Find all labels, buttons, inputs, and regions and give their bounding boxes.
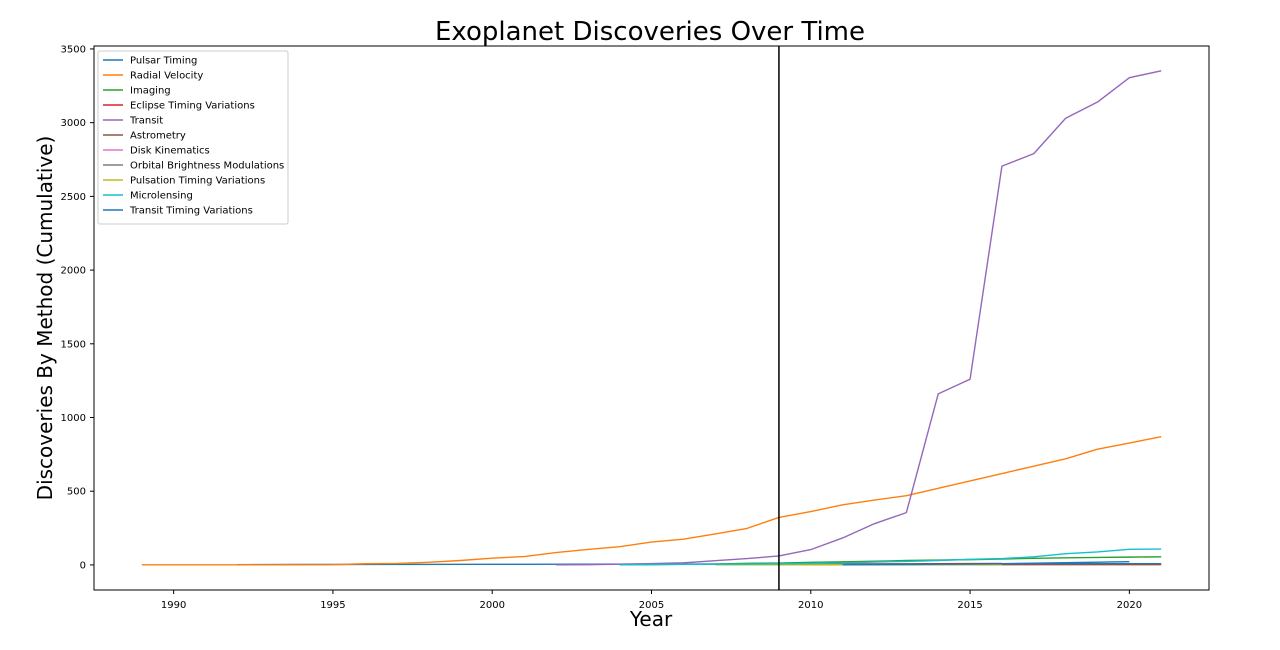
legend-label-2: Imaging — [130, 86, 171, 97]
legend-label-3: Eclipse Timing Variations — [130, 101, 255, 112]
y-tick-label-4: 2000 — [61, 266, 86, 277]
x-tick-label-3: 2005 — [639, 600, 664, 611]
x-tick-label-4: 2010 — [798, 600, 823, 611]
y-axis: 0 500 1000 1500 2000 2500 3000 3500 — [61, 44, 94, 571]
legend-label-6: Disk Kinematics — [130, 146, 210, 157]
y-tick-label-6: 3000 — [61, 118, 86, 129]
legend-label-4: Transit — [129, 116, 163, 127]
legend-label-8: Pulsation Timing Variations — [130, 176, 265, 187]
chart-title: Exoplanet Discoveries Over Time — [435, 17, 865, 47]
legend-label-1: Radial Velocity — [130, 71, 203, 82]
plot-area — [141, 46, 1162, 590]
legend-label-9: Microlensing — [130, 191, 193, 202]
x-tick-label-0: 1990 — [161, 600, 186, 611]
series-line-1 — [141, 435, 1162, 566]
x-tick-label-5: 2015 — [957, 600, 982, 611]
y-tick-label-1: 500 — [67, 487, 86, 498]
y-tick-label-3: 1500 — [61, 339, 86, 350]
x-tick-label-1: 1995 — [320, 600, 345, 611]
series-line-10 — [842, 560, 1130, 566]
y-tick-label-2: 1000 — [61, 413, 86, 424]
x-tick-label-6: 2020 — [1117, 600, 1142, 611]
y-tick-label-0: 0 — [80, 560, 86, 571]
legend: Pulsar Timing Radial Velocity Imaging Eclip… — [97, 50, 289, 225]
y-tick-label-7: 3500 — [61, 44, 86, 55]
legend-label-7: Orbital Brightness Modulations — [130, 161, 284, 172]
legend-label-0: Pulsar Timing — [130, 56, 197, 67]
y-axis-label: Discoveries By Method (Cumulative) — [33, 136, 57, 501]
series-line-9 — [619, 548, 1162, 566]
y-tick-label-5: 2500 — [61, 192, 86, 203]
x-axis: 1990 1995 2000 2005 2010 2015 2020 — [161, 590, 1142, 611]
legend-label-5: Astrometry — [130, 131, 186, 142]
x-axis-label: Year — [629, 607, 673, 631]
x-tick-label-2: 2000 — [479, 600, 504, 611]
legend-box — [97, 50, 289, 225]
legend-label-10: Transit Timing Variations — [129, 206, 253, 217]
series-line-4 — [555, 70, 1162, 566]
